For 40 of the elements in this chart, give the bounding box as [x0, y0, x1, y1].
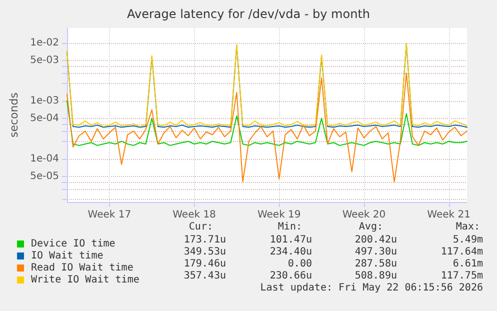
- text: 179.46u: [184, 258, 226, 270]
- text: 508.89u: [354, 270, 397, 282]
- text: Last update: Fri May 22 06:15:56 2026: [260, 282, 483, 294]
- legend-label: Device IO time: [31, 238, 116, 250]
- text: 6.61m: [452, 258, 483, 270]
- text: 173.71u: [184, 234, 226, 246]
- text: 234.40u: [270, 246, 312, 258]
- text: 200.42u: [354, 234, 397, 246]
- y-tick-label: 1e-02: [30, 37, 59, 48]
- text: 117.64m: [440, 246, 483, 258]
- x-tick-label: Week 19: [257, 210, 301, 220]
- text: 230.66u: [270, 270, 312, 282]
- y-axis-title: seconds: [7, 92, 20, 138]
- text: Max:: [456, 222, 480, 232]
- text: 0.00: [288, 258, 312, 270]
- legend-label: Write IO Wait time: [31, 274, 140, 286]
- y-tick-label: 1e-04: [30, 153, 59, 164]
- text: Min:: [278, 222, 302, 232]
- chart-title: Average latency for /dev/vda - by month: [127, 7, 370, 21]
- text: 349.53u: [184, 246, 226, 258]
- y-tick-label: 5e-04: [30, 112, 59, 124]
- x-tick-label: Week 21: [427, 210, 470, 220]
- line-series: [66, 100, 468, 146]
- x-tick-label: Week 17: [88, 210, 132, 220]
- x-tick-label: Week 20: [342, 210, 386, 220]
- text: 357.43u: [184, 270, 226, 282]
- text: 5.49m: [452, 234, 483, 246]
- text: 287.58u: [354, 258, 397, 270]
- line-series: [66, 72, 468, 182]
- legend-label: IO Wait time: [31, 250, 104, 262]
- text: Avg:: [358, 222, 383, 232]
- y-tick-label: 5e-05: [30, 170, 59, 182]
- x-tick-label: Week 18: [172, 210, 216, 220]
- legend-label: Read IO Wait time: [31, 262, 134, 274]
- text: 101.47u: [270, 234, 312, 246]
- text: 117.75m: [440, 270, 483, 282]
- y-tick-label: 5e-03: [30, 54, 59, 66]
- y-tick-label: 1e-03: [30, 95, 59, 106]
- text: 497.30u: [354, 246, 397, 258]
- text: Cur:: [188, 222, 213, 232]
